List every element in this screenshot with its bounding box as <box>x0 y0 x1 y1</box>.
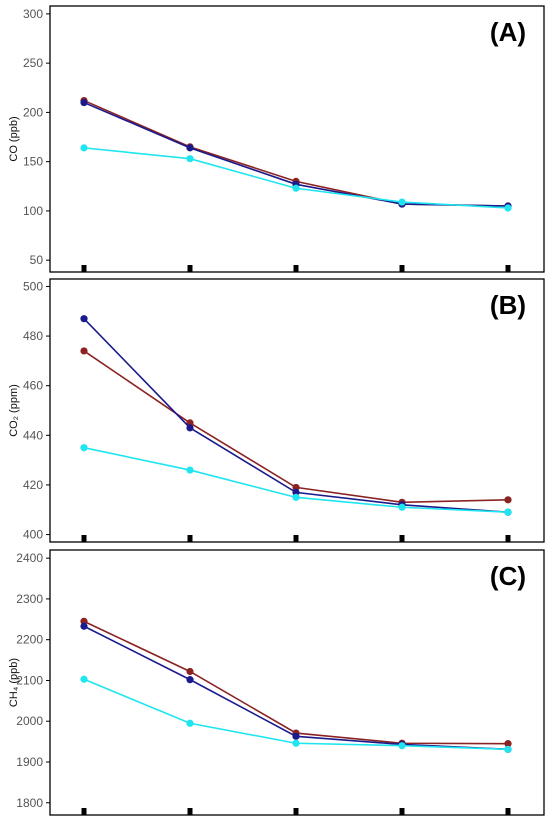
series-line <box>83 620 509 745</box>
data-point <box>398 198 406 206</box>
y-tick-label: 50 <box>30 253 44 267</box>
y-tick-label: 200 <box>23 105 43 119</box>
y-tick-label: 400 <box>23 528 43 542</box>
data-point <box>186 155 194 163</box>
y-tick-label: 1800 <box>16 796 43 810</box>
x-tick <box>187 265 193 272</box>
y-tick-label: 2200 <box>16 633 43 647</box>
panel-label: (A) <box>490 17 526 47</box>
data-point <box>292 493 300 501</box>
data-point <box>80 675 88 683</box>
x-tick <box>505 808 511 815</box>
data-point <box>186 676 194 684</box>
chart-panel-2: 400 420 440 460 480 500 CO₂ (ppm) (B) <box>8 278 545 543</box>
y-tick-label: 300 <box>23 7 43 21</box>
data-point <box>292 184 300 192</box>
panel-label: (C) <box>490 561 526 591</box>
y-tick-label: 460 <box>23 379 43 393</box>
y-tick-label: 2100 <box>16 673 43 687</box>
data-point <box>80 98 88 107</box>
plot-frame <box>49 5 545 273</box>
x-tick <box>505 265 511 272</box>
data-point <box>80 315 88 323</box>
data-point <box>398 503 406 511</box>
y-tick-label: 2400 <box>16 551 43 565</box>
data-point <box>80 622 88 630</box>
y-axis-label: CO₂ (ppm) <box>8 384 20 437</box>
data-point <box>80 444 88 452</box>
y-tick-label: 1900 <box>16 755 43 769</box>
x-tick <box>505 535 511 542</box>
x-tick <box>81 265 87 272</box>
panel-label: (B) <box>490 290 526 320</box>
x-tick <box>399 808 405 815</box>
y-axis-label: CO (ppb) <box>8 116 20 161</box>
chart-panel-3: 1800 1900 2000 2100 2200 2300 2400 CH₄ (ppb) (C) <box>8 549 545 816</box>
x-tick <box>293 808 299 815</box>
data-point <box>504 740 512 748</box>
data-point <box>292 739 300 747</box>
plot-frame <box>49 549 545 816</box>
data-point <box>186 419 194 427</box>
x-tick <box>187 808 193 815</box>
x-tick <box>81 535 87 542</box>
data-point <box>504 204 512 212</box>
series-line <box>83 318 509 514</box>
y-tick-label: 2000 <box>16 714 43 728</box>
data-point <box>186 466 194 474</box>
y-tick-label: 500 <box>23 279 43 293</box>
series-line <box>83 446 509 514</box>
series-line <box>83 350 509 504</box>
y-tick-label: 150 <box>23 155 43 169</box>
y-tick-label: 250 <box>23 56 43 70</box>
x-tick <box>81 808 87 815</box>
y-axis-label: CH₄ (ppb) <box>8 658 20 707</box>
y-tick-label: 480 <box>23 329 43 343</box>
data-point <box>186 719 194 727</box>
data-point <box>504 508 512 516</box>
y-tick-label: 420 <box>23 478 43 492</box>
data-point <box>292 483 300 492</box>
data-point <box>80 144 88 152</box>
data-point <box>186 424 194 432</box>
data-point <box>292 488 300 496</box>
x-tick <box>187 535 193 542</box>
x-tick <box>293 265 299 272</box>
data-point <box>504 496 512 504</box>
chart-panel-1: 50 100 150 200 250 300 CO (ppb) (A) <box>8 5 545 273</box>
data-point <box>398 742 406 750</box>
data-point <box>186 667 194 676</box>
data-point <box>292 732 300 740</box>
y-tick-label: 440 <box>23 428 43 442</box>
y-tick-label: 100 <box>23 204 43 218</box>
plot-frame <box>49 278 545 543</box>
x-tick <box>399 265 405 272</box>
x-tick <box>293 535 299 542</box>
data-point <box>80 347 88 355</box>
x-tick <box>399 535 405 542</box>
data-point <box>504 745 512 753</box>
data-point <box>186 144 194 152</box>
y-tick-label: 2300 <box>16 592 43 606</box>
